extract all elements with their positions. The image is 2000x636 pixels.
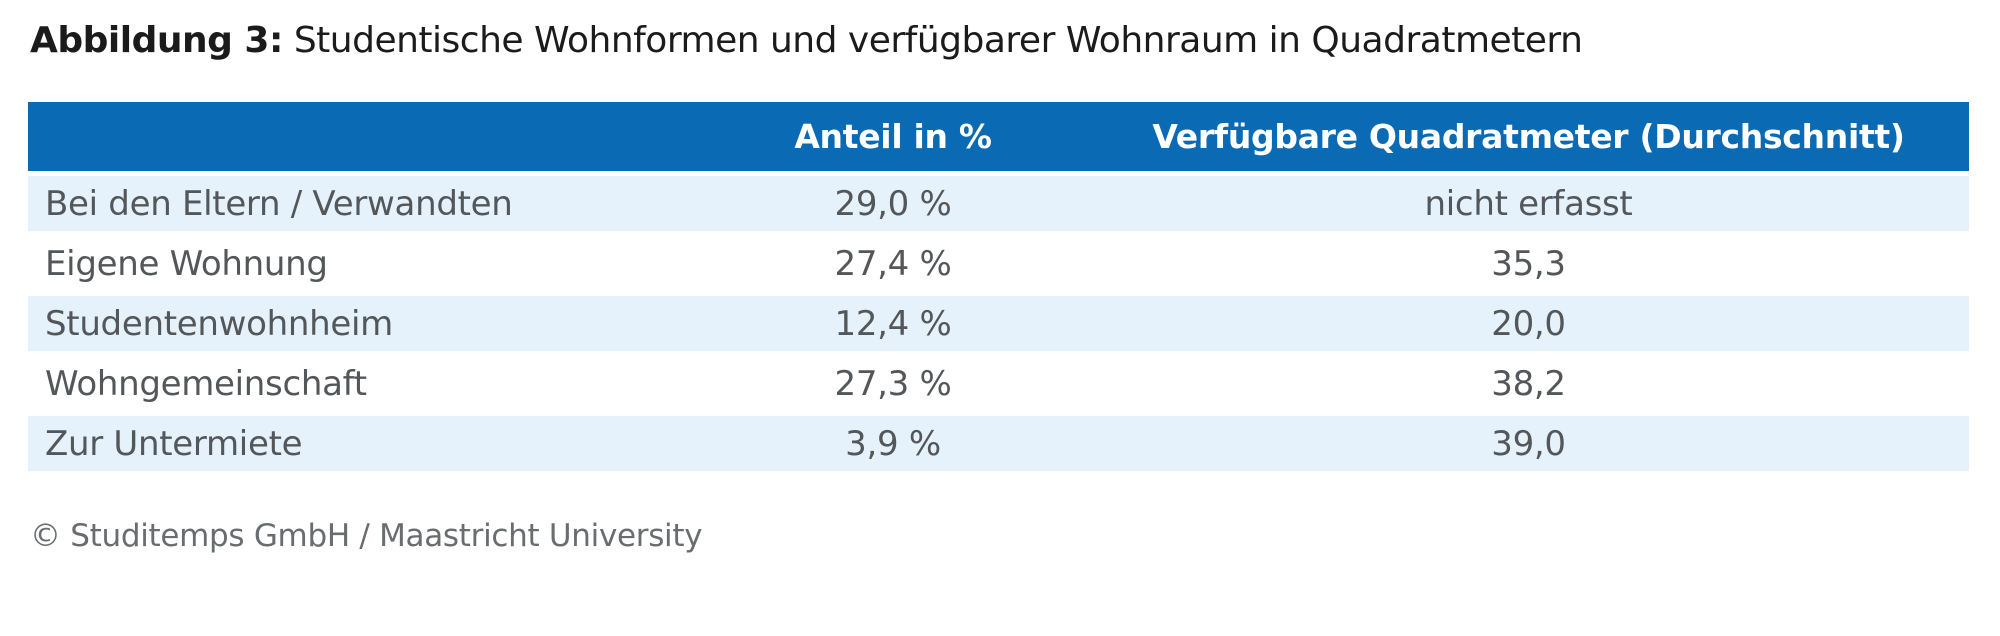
row-share-cell: 29,0 % [698,173,1088,237]
row-label-cell: Wohngemeinschaft [28,353,698,417]
row-share-cell: 3,9 % [698,413,1088,477]
data-table: Anteil in % Verfügbare Quadratmeter (Dur… [28,101,1969,477]
table-row: Wohngemeinschaft 27,3 % 38,2 [28,353,1969,417]
figure-caption: Abbildung 3: Studentische Wohnformen und… [30,18,2000,65]
figure-number: Abbildung 3: [30,20,283,61]
row-share-cell: 12,4 % [698,293,1088,357]
column-header-empty [28,101,698,177]
table-row: Studentenwohnheim 12,4 % 20,0 [28,293,1969,357]
table-row: Zur Untermiete 3,9 % 39,0 [28,413,1969,477]
column-header-sqm: Verfügbare Quadratmeter (Durchschnitt) [1088,101,1969,177]
row-sqm-cell: 39,0 [1088,413,1969,477]
row-sqm-cell: nicht erfasst [1088,173,1969,237]
row-label-cell: Studentenwohnheim [28,293,698,357]
source-copyright: © Studitemps GmbH / Maastricht Universit… [30,518,703,555]
row-label-cell: Bei den Eltern / Verwandten [28,173,698,237]
row-sqm-cell: 20,0 [1088,293,1969,357]
row-sqm-cell: 35,3 [1088,233,1969,297]
row-share-cell: 27,3 % [698,353,1088,417]
header-row: Anteil in % Verfügbare Quadratmeter (Dur… [28,101,1969,177]
table-row: Bei den Eltern / Verwandten 29,0 % nicht… [28,173,1969,237]
figure-title-text: Studentische Wohnformen und verfügbarer … [293,20,1583,61]
row-sqm-cell: 38,2 [1088,353,1969,417]
row-label-cell: Eigene Wohnung [28,233,698,297]
column-header-share: Anteil in % [698,101,1088,177]
row-share-cell: 27,4 % [698,233,1088,297]
row-label-cell: Zur Untermiete [28,413,698,477]
table-row: Eigene Wohnung 27,4 % 35,3 [28,233,1969,297]
figure: Abbildung 3: Studentische Wohnformen und… [0,18,2000,636]
